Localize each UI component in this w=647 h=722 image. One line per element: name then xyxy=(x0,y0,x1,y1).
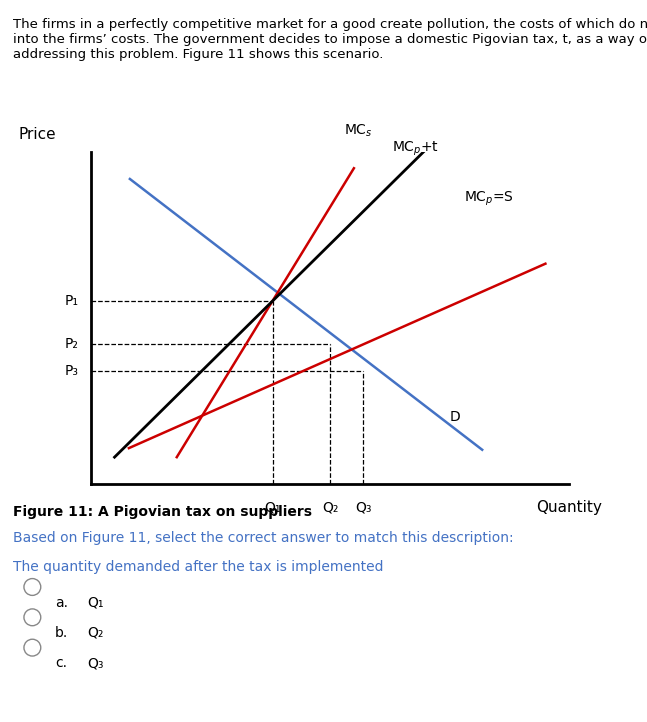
Text: Q₂: Q₂ xyxy=(87,626,104,640)
Text: Q₂: Q₂ xyxy=(322,500,338,514)
Text: c.: c. xyxy=(55,656,67,670)
Text: D: D xyxy=(450,410,461,425)
Text: The firms in a perfectly competitive market for a good create pollution, the cos: The firms in a perfectly competitive mar… xyxy=(13,18,647,61)
Text: MC$_p$+t: MC$_p$+t xyxy=(392,140,439,158)
Text: MC$_p$=S: MC$_p$=S xyxy=(464,190,514,208)
Text: b.: b. xyxy=(55,626,68,640)
Text: Figure 11: A Pigovian tax on suppliers: Figure 11: A Pigovian tax on suppliers xyxy=(13,505,312,519)
Text: Q₃: Q₃ xyxy=(87,656,104,670)
Text: Q₃: Q₃ xyxy=(355,500,372,514)
Text: P₁: P₁ xyxy=(65,294,79,308)
Text: Q₁: Q₁ xyxy=(264,500,281,514)
Text: P₂: P₂ xyxy=(65,337,79,351)
Text: a.: a. xyxy=(55,596,68,609)
Text: MC$_s$: MC$_s$ xyxy=(344,123,373,139)
Text: P₃: P₃ xyxy=(65,364,79,378)
Text: Q₁: Q₁ xyxy=(87,596,104,609)
Text: Quantity: Quantity xyxy=(536,500,602,516)
Text: The quantity demanded after the tax is implemented: The quantity demanded after the tax is i… xyxy=(13,560,384,573)
Text: Price: Price xyxy=(19,126,56,142)
Text: Based on Figure 11, select the correct answer to match this description:: Based on Figure 11, select the correct a… xyxy=(13,531,514,545)
